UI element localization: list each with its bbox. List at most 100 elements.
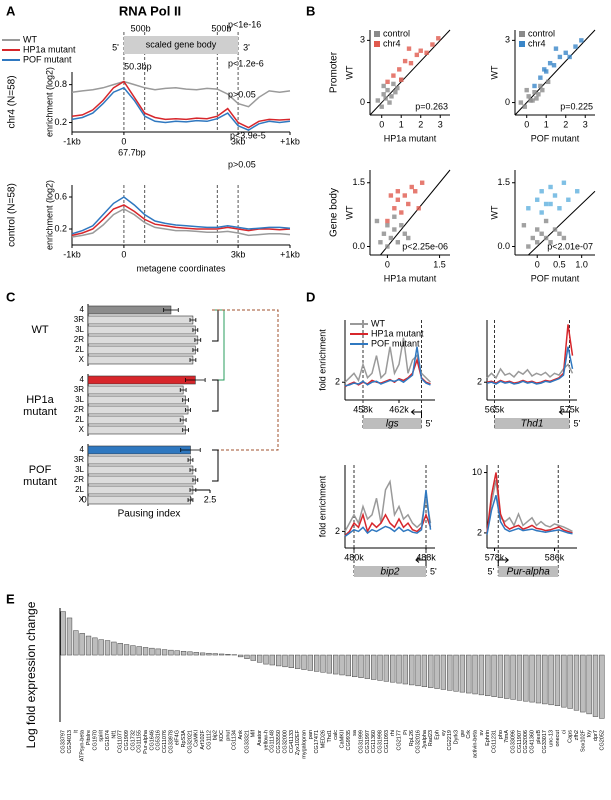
end-label: 5' [112, 42, 119, 52]
bar [339, 654, 345, 676]
category-label: CG34013 [67, 730, 73, 754]
category-label: Caps [568, 730, 574, 743]
x-tick-label: 1.0 [575, 259, 588, 269]
point [539, 189, 544, 194]
category-label: CG33017 [542, 730, 548, 754]
error-bar [189, 358, 197, 362]
point [521, 223, 527, 228]
row-label: Promoter [329, 51, 340, 93]
category-label: X [79, 495, 85, 504]
category-label: CG1970 [92, 730, 98, 751]
error-bar [187, 458, 194, 462]
gene-name: Thd1 [521, 419, 544, 430]
x-tick-label: 586k [545, 552, 565, 562]
error-bar [189, 318, 197, 322]
point [416, 206, 421, 211]
bar [567, 654, 573, 709]
category-label: Ank [238, 730, 244, 740]
bar [396, 654, 402, 684]
bar [87, 425, 186, 435]
legend-label: control [383, 28, 410, 38]
y-axis-label: WT [344, 205, 354, 219]
bracket [212, 309, 219, 342]
point [381, 92, 386, 97]
point [391, 81, 396, 87]
series-line [344, 346, 431, 387]
gene [494, 418, 570, 429]
error-bar [179, 418, 187, 422]
point [385, 244, 390, 249]
series-line [344, 337, 432, 383]
legend-label: chr4 [383, 38, 401, 48]
bracket [212, 449, 219, 482]
point [379, 104, 384, 109]
bar [237, 654, 244, 658]
point [526, 94, 531, 99]
category-label: CG11155 [137, 730, 143, 753]
category-label: 2R [74, 405, 84, 414]
bar [206, 652, 212, 656]
category-label: CaMKI [194, 730, 200, 747]
x-axis-label: metagene coordinates [136, 263, 226, 273]
point [532, 83, 537, 89]
category-label: CG31997 [365, 730, 371, 754]
x-tick-label: 0 [121, 136, 126, 146]
category-label: toy [587, 730, 593, 738]
legend-label: HP1a mutant [371, 328, 424, 338]
category-label: KDC [219, 730, 225, 742]
point [385, 79, 390, 85]
y-axis-label: Log fold expression change [24, 601, 38, 748]
tss-arrow [558, 409, 570, 418]
group-label: chr4 (N=58) [7, 75, 18, 128]
bar [60, 611, 66, 656]
bar [333, 654, 339, 675]
bar [180, 650, 187, 656]
point [424, 50, 429, 56]
bar [383, 654, 390, 682]
bracket [212, 379, 219, 412]
bar [123, 644, 130, 656]
y-tick-label: 0.0 [352, 241, 365, 251]
error-bar [163, 308, 179, 312]
y-tick-label: 1.5 [497, 177, 510, 187]
category-label: MED26 [320, 730, 326, 748]
bar [269, 654, 275, 666]
panel-letter: C [6, 289, 16, 304]
bar [85, 635, 92, 656]
bar [161, 649, 168, 656]
point [414, 52, 420, 58]
legend-label: HP1a mutant [23, 44, 76, 54]
point [557, 206, 562, 211]
point [553, 46, 559, 51]
category-label: spirit [99, 730, 105, 742]
legend-swatch [519, 31, 525, 37]
bar [358, 654, 364, 678]
category-label: CG33797 [61, 730, 67, 754]
five-prime: 5' [430, 566, 437, 576]
point [395, 189, 401, 194]
x-tick-label: 1.5 [433, 259, 446, 269]
y-axis-label: enrichment (log2) [44, 67, 54, 137]
bar [440, 654, 447, 690]
bar [212, 653, 218, 656]
legend-label: WT [23, 34, 37, 44]
bar [225, 654, 231, 656]
bar [548, 654, 554, 706]
series-line [344, 512, 432, 537]
series-line [71, 80, 291, 108]
category-label: CG11231 [492, 730, 498, 753]
bar [592, 654, 599, 717]
category-label: CG32006 [523, 730, 529, 754]
category-label: 3R [74, 315, 84, 324]
y-axis-label: WT [344, 65, 354, 79]
category-label: CG41133 [289, 730, 295, 753]
category-label: Asator [257, 730, 263, 746]
annotation: p<2.25e-06 [402, 241, 448, 251]
flank-label: 500b [131, 23, 151, 33]
category-label: Sox102F [580, 729, 586, 752]
point [418, 48, 423, 53]
x-tick-label: 3kb [231, 249, 246, 259]
legend-swatch [374, 31, 380, 37]
category-label: Rad23 [428, 730, 434, 746]
point [566, 197, 571, 202]
